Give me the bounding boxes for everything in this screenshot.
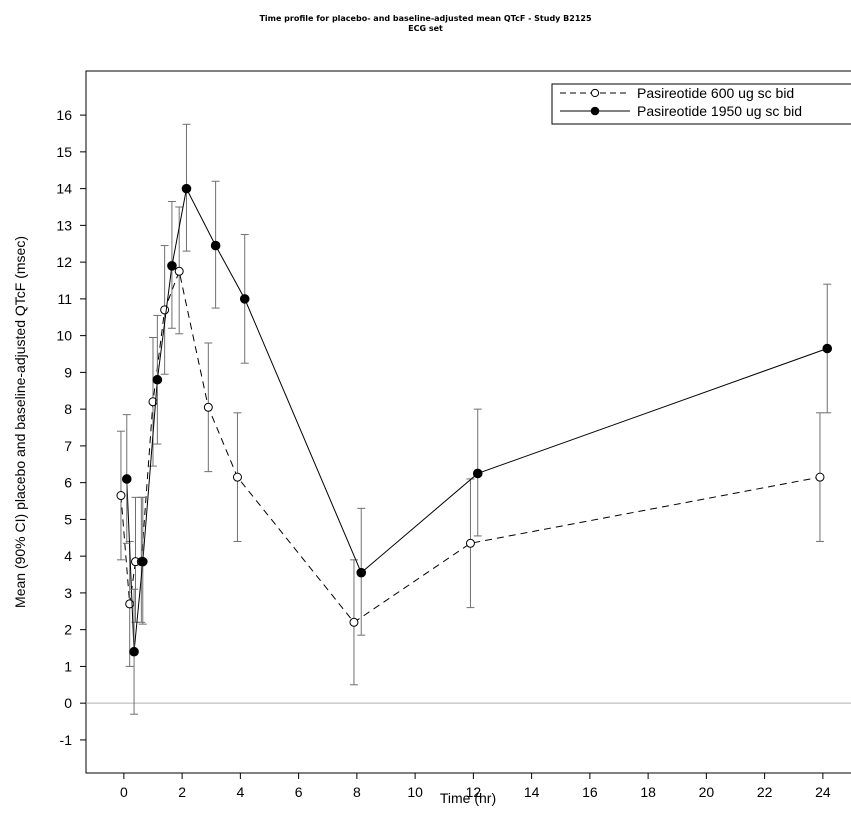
y-tick-label: 11 xyxy=(57,291,72,307)
y-tick-label: 3 xyxy=(64,585,72,601)
x-tick-label: 24 xyxy=(815,784,831,800)
data-point-open xyxy=(203,402,213,412)
y-axis-label: Mean (90% CI) placebo and baseline-adjus… xyxy=(12,236,28,608)
data-point-filled xyxy=(472,468,483,479)
x-tick-label: 6 xyxy=(295,784,303,800)
legend-marker-filled-circle xyxy=(590,106,600,116)
y-tick-label: 7 xyxy=(64,438,72,454)
data-point-filled xyxy=(167,260,177,271)
x-tick-label: 18 xyxy=(640,784,656,800)
data-point-open xyxy=(349,617,359,627)
data-point-open xyxy=(465,538,475,548)
legend-box xyxy=(551,83,851,125)
x-tick-label: 16 xyxy=(582,784,598,800)
y-tick-label: 4 xyxy=(64,548,72,564)
x-tick-label: 0 xyxy=(120,784,128,800)
x-tick-label: 14 xyxy=(524,784,540,800)
x-tick-label: 22 xyxy=(757,784,773,800)
chart-title-block: Time profile for placebo- and baseline-a… xyxy=(0,14,851,34)
data-point-filled xyxy=(822,343,833,354)
data-point-filled xyxy=(137,556,148,567)
y-tick-label: 5 xyxy=(64,511,72,527)
legend-label-600: Pasireotide 600 ug sc bid xyxy=(637,85,794,101)
series-1 xyxy=(116,206,825,686)
y-tick-label: 9 xyxy=(64,364,72,380)
y-tick-label: 2 xyxy=(64,622,72,638)
plot-area-frame xyxy=(85,70,851,774)
data-point-filled xyxy=(356,567,367,578)
data-point-filled xyxy=(129,646,139,657)
x-tick-label: 8 xyxy=(353,784,361,800)
series-line xyxy=(126,187,828,652)
y-tick-label: 14 xyxy=(56,181,72,197)
x-tick-label: 2 xyxy=(178,784,186,800)
x-tick-label: 4 xyxy=(236,784,244,800)
y-tick-label: -1 xyxy=(60,732,73,748)
data-point-filled xyxy=(152,374,163,385)
x-tick-label: 20 xyxy=(699,784,715,800)
chart-title: Time profile for placebo- and baseline-a… xyxy=(259,14,592,23)
data-point-open xyxy=(160,305,170,315)
legend-marker-open-circle xyxy=(590,88,600,98)
data-point-open xyxy=(232,472,242,482)
y-tick-label: 10 xyxy=(56,328,72,344)
chart-subtitle: ECG set xyxy=(408,24,443,33)
y-tick-label: 0 xyxy=(64,695,72,711)
y-tick-label: 16 xyxy=(56,107,72,123)
y-tick-label: 12 xyxy=(56,254,72,270)
x-axis-label: Time (hr) xyxy=(440,790,496,806)
y-tick-label: 8 xyxy=(64,401,72,417)
data-point-open xyxy=(174,266,184,276)
x-tick-label: 10 xyxy=(407,784,423,800)
data-point-filled xyxy=(121,474,132,484)
data-point-filled xyxy=(210,240,221,251)
y-tick-label: 13 xyxy=(56,217,72,233)
x-tick-label: 12 xyxy=(466,784,482,800)
series-2 xyxy=(121,123,833,715)
data-point-open xyxy=(116,491,126,501)
data-point-open xyxy=(815,472,825,482)
y-tick-label: 1 xyxy=(64,658,72,674)
y-tick-label: 6 xyxy=(64,475,72,491)
series-line xyxy=(120,269,821,623)
legend-label-1950: Pasireotide 1950 ug sc bid xyxy=(637,103,802,119)
data-point-filled xyxy=(239,294,250,304)
legend: Pasireotide 600 ug sc bid Pasireotide 19… xyxy=(551,83,851,125)
y-tick-label: 15 xyxy=(56,144,72,160)
data-point-filled xyxy=(181,183,192,194)
